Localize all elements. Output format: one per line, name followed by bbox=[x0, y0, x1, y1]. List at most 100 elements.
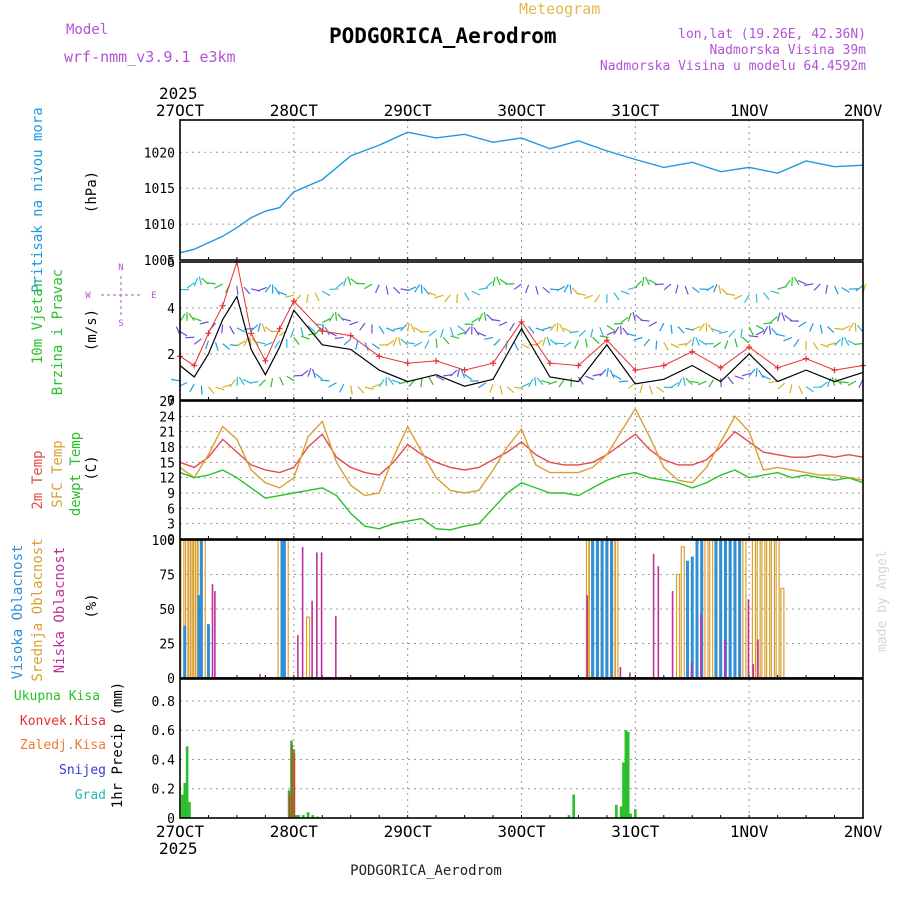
model-elevation-label: Nadmorska Visina u modelu 64.4592m bbox=[600, 59, 866, 74]
precipitation-ytick-label: 0.6 bbox=[152, 724, 175, 739]
cloud-high-bar bbox=[610, 540, 614, 678]
elevation-label: Nadmorska Visina 39m bbox=[709, 43, 866, 58]
wind-panel: 0 2 4 6 bbox=[167, 256, 864, 409]
wind-barb bbox=[328, 313, 335, 322]
wind-barb bbox=[457, 331, 467, 336]
wind-barb bbox=[609, 369, 615, 379]
wind-barb bbox=[424, 340, 430, 349]
wind-barb bbox=[250, 324, 259, 332]
wind-gust-marker bbox=[219, 302, 226, 309]
temp-2m-line bbox=[179, 430, 864, 476]
cloud-mid-bar bbox=[751, 539, 757, 678]
precipitation-ytick-label: 0 bbox=[167, 812, 175, 827]
wind-barb bbox=[328, 382, 337, 388]
wind-barb bbox=[626, 332, 636, 337]
wind-barb bbox=[464, 326, 471, 335]
wind-barb bbox=[364, 283, 373, 290]
wind-barb bbox=[648, 321, 657, 327]
wind-barb bbox=[833, 285, 839, 295]
wind-barb bbox=[558, 379, 565, 388]
temp-ylabel-dewpt: dewpt Temp bbox=[68, 432, 84, 516]
dewpoint-line bbox=[179, 469, 864, 531]
wind-gust-marker bbox=[276, 325, 283, 332]
wind-barb bbox=[569, 330, 579, 334]
cloud-low-bar bbox=[747, 599, 750, 678]
wind-barb bbox=[798, 385, 803, 395]
wind-barb bbox=[606, 325, 615, 331]
pressure-ytick-label: 1020 bbox=[144, 146, 175, 161]
cloud-ylabel-mid: Srednja Oblacnost bbox=[30, 538, 46, 681]
wind-barb bbox=[562, 327, 572, 333]
wind-barb bbox=[781, 312, 786, 321]
wind-barb bbox=[634, 280, 642, 289]
wind-barb bbox=[584, 338, 588, 348]
precip-total-bar bbox=[183, 782, 187, 818]
wind-barb bbox=[270, 378, 274, 388]
wind-barb bbox=[435, 338, 438, 348]
wind-barb bbox=[443, 374, 453, 377]
wind-barb bbox=[644, 276, 651, 286]
wind-barb bbox=[670, 343, 680, 349]
date-label-bottom: 29OCT bbox=[384, 822, 433, 841]
wind-barb bbox=[590, 328, 594, 338]
wind-barb bbox=[728, 329, 736, 338]
wind-barb bbox=[682, 376, 686, 386]
wind-barb bbox=[398, 380, 408, 385]
wind-gust-marker bbox=[803, 355, 810, 362]
wind-barb bbox=[549, 338, 558, 346]
wind-barb bbox=[337, 313, 345, 322]
wind-barb bbox=[613, 292, 620, 301]
wind-barb bbox=[258, 379, 266, 387]
wind-barb bbox=[229, 325, 235, 335]
precip-legend: Ukupna Kisa Konvek.Kisa Zaledj.Kisa Snij… bbox=[14, 682, 126, 808]
wind-barb bbox=[236, 340, 246, 347]
wind-barb bbox=[536, 377, 544, 385]
temperature-ytick-label: 27 bbox=[159, 395, 175, 410]
wind-barb bbox=[257, 322, 261, 332]
wind-barb bbox=[322, 318, 331, 324]
pressure-ytick-label: 1015 bbox=[144, 182, 175, 197]
wind-barb bbox=[613, 374, 622, 380]
cloud-low-bar bbox=[214, 591, 216, 678]
wind-barb bbox=[755, 324, 765, 331]
wind-barb bbox=[762, 292, 770, 300]
wind-barb bbox=[357, 386, 365, 394]
cloud-low-bar bbox=[311, 600, 313, 678]
cloud-low-bar bbox=[629, 672, 631, 678]
wind-barb bbox=[770, 290, 780, 295]
wind-barb bbox=[855, 284, 864, 292]
wind-barb bbox=[691, 286, 700, 294]
pressure-ylabel: Pritisak na nivou mora (hPa) bbox=[30, 107, 100, 292]
precipitation-ytick-label: 0.2 bbox=[152, 783, 175, 798]
wind-barb bbox=[685, 377, 693, 385]
wind-barb bbox=[793, 338, 800, 347]
temperature-ytick-label: 9 bbox=[167, 487, 175, 502]
date-label-bottom: 2NOV bbox=[844, 822, 883, 841]
wind-ytick-label: 2 bbox=[167, 348, 175, 363]
wind-barb bbox=[584, 294, 593, 300]
wind-barb bbox=[542, 326, 552, 331]
wind-barb bbox=[320, 379, 330, 382]
legend-konvek: Konvek.Kisa bbox=[20, 714, 106, 729]
wind-barb bbox=[464, 292, 470, 301]
wind-barb bbox=[528, 325, 535, 334]
wind-barb bbox=[777, 312, 781, 322]
cloud-mid-bar bbox=[780, 587, 785, 678]
wind-barb bbox=[684, 285, 689, 295]
wind-barb bbox=[312, 368, 316, 378]
wind-barb bbox=[542, 337, 546, 347]
wind-ytick-label: 4 bbox=[167, 302, 175, 317]
temperature-ytick-label: 0 bbox=[167, 533, 175, 548]
footer-station-title: PODGORICA_Aerodrom bbox=[350, 863, 502, 879]
wind-barb bbox=[663, 283, 672, 291]
cloud-high-bar bbox=[600, 540, 604, 678]
wind-barb bbox=[236, 285, 239, 295]
wind-barb bbox=[712, 328, 721, 333]
wind-barb bbox=[677, 378, 683, 388]
wind-barb bbox=[594, 294, 601, 303]
wind-barb bbox=[585, 375, 595, 381]
wind-barb bbox=[844, 337, 850, 346]
wind-barb bbox=[364, 386, 374, 390]
wind-barb bbox=[827, 326, 835, 334]
